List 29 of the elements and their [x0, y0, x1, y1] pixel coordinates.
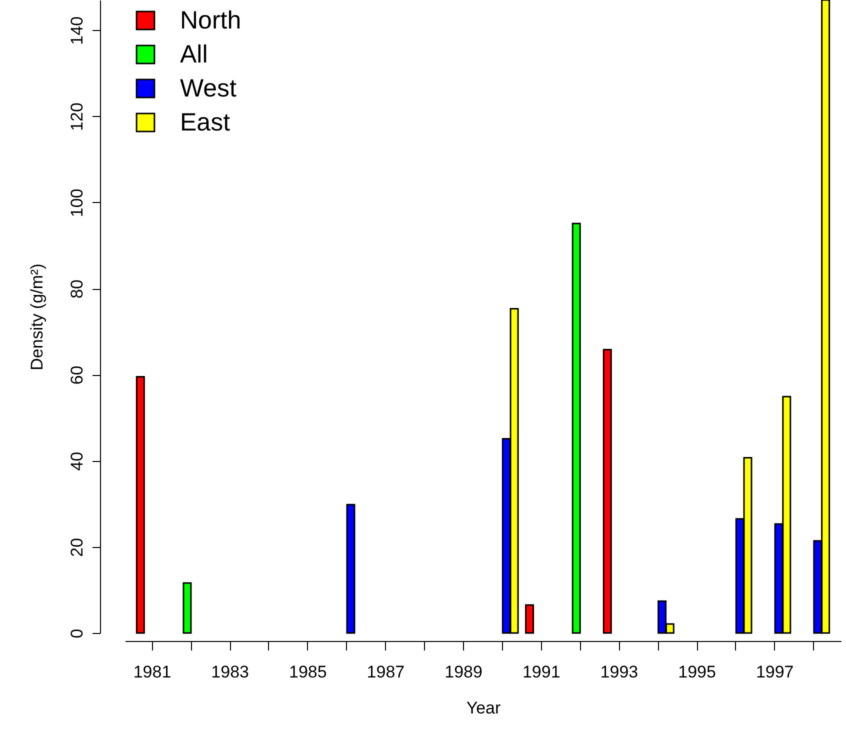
x-tick-label: 1997	[756, 662, 794, 682]
x-tick-label: 1993	[600, 662, 638, 682]
y-tick-label: 120	[68, 102, 86, 131]
legend-label: West	[180, 74, 237, 102]
x-tick-label: 1989	[444, 662, 482, 682]
x-tick-label: 1987	[366, 662, 405, 682]
legend-label: All	[180, 40, 208, 68]
y-tick-label: 100	[68, 188, 86, 218]
x-tick-label: 1981	[133, 662, 172, 682]
bar	[572, 222, 581, 634]
y-tick-label: 140	[68, 16, 86, 45]
bar	[136, 376, 145, 634]
y-axis-title: Density (g/m²)	[28, 264, 46, 370]
x-tick-label: 1995	[678, 662, 716, 682]
x-tick-label: 1983	[211, 662, 249, 682]
x-tick-label: 1985	[288, 662, 327, 682]
x-axis-title: Year	[466, 698, 502, 718]
y-tick-label: 60	[68, 366, 86, 385]
bar	[602, 348, 612, 634]
y-tick-label: 20	[68, 538, 86, 557]
y-tick-label: 80	[68, 280, 86, 298]
y-tick-label: 0	[68, 628, 86, 638]
y-tick-label: 40	[68, 452, 86, 471]
legend-label: North	[180, 6, 242, 34]
bar	[525, 604, 534, 634]
legend-label: East	[180, 108, 230, 136]
bar	[346, 504, 356, 634]
x-tick-label: 1991	[522, 662, 560, 682]
bar	[182, 582, 192, 634]
